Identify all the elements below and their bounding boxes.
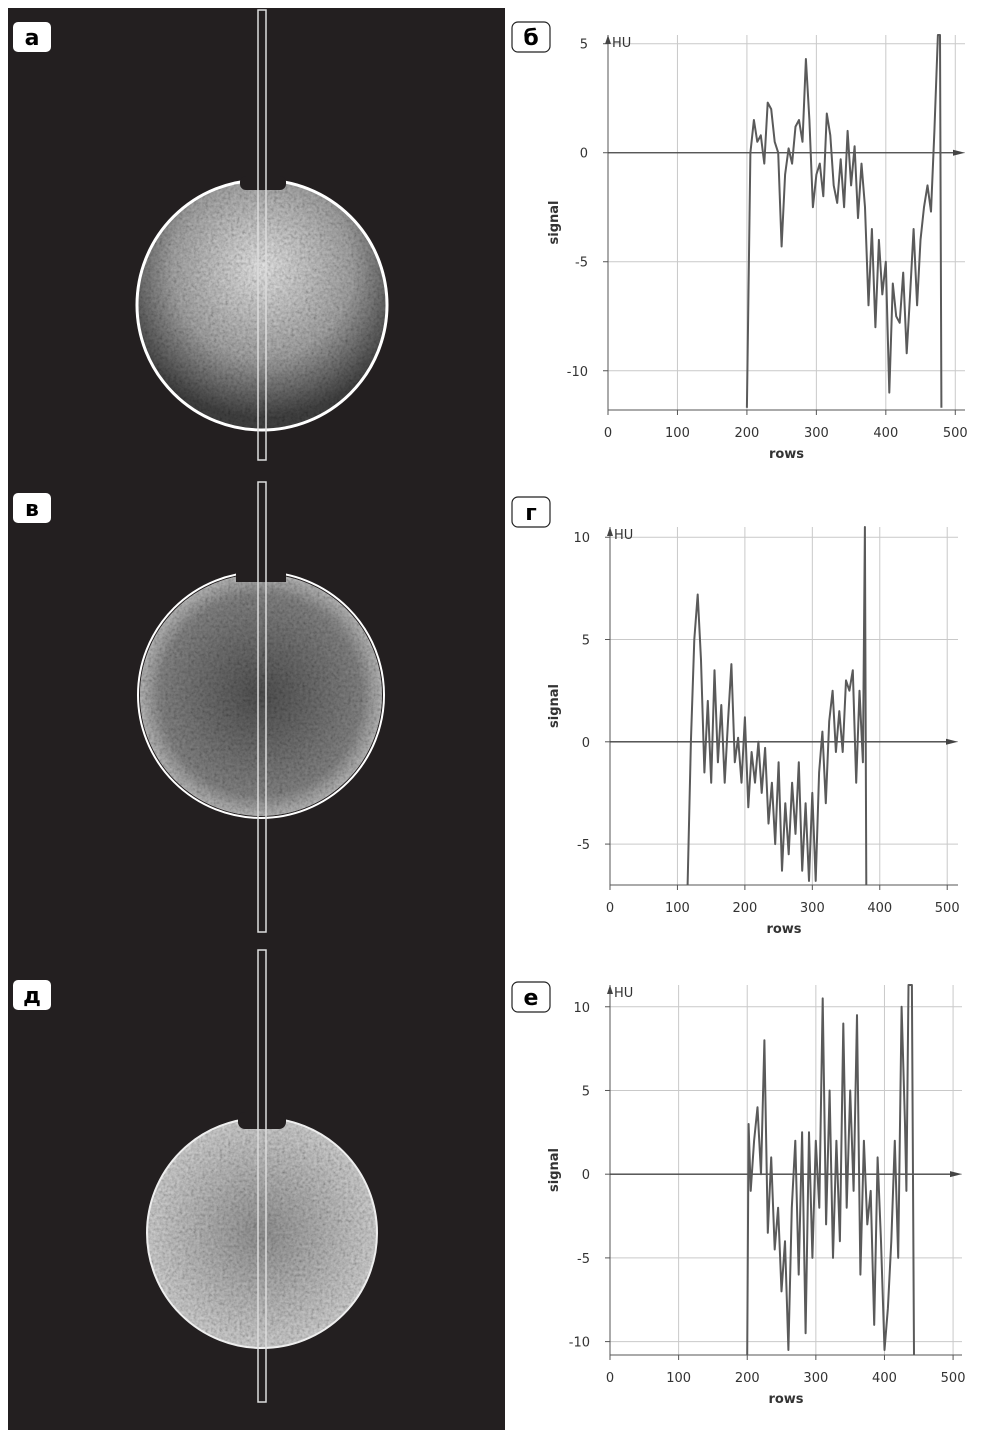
x-tick-label: 100 bbox=[665, 901, 690, 916]
x-tick-label: 400 bbox=[867, 901, 892, 916]
ct-image bbox=[135, 9, 389, 461]
zero-arrow bbox=[950, 1171, 962, 1178]
y-tick-label: -5 bbox=[577, 1252, 590, 1267]
y-axis-arrow bbox=[607, 985, 613, 994]
y-axis-arrow bbox=[607, 527, 613, 536]
x-tick-label: 200 bbox=[735, 1371, 760, 1386]
panel-label-box bbox=[511, 981, 551, 1013]
y-unit: HU bbox=[612, 36, 631, 51]
zero-arrow bbox=[946, 738, 958, 745]
y-unit: HU bbox=[614, 986, 633, 1001]
y-axis-label: signal bbox=[547, 684, 562, 728]
panel-label: в bbox=[25, 497, 39, 522]
y-unit: HU bbox=[614, 528, 633, 543]
x-tick-label: 0 bbox=[606, 901, 614, 916]
x-tick-label: 200 bbox=[732, 901, 757, 916]
x-tick-label: 200 bbox=[734, 426, 759, 441]
x-axis-label: rows bbox=[766, 922, 801, 937]
y-tick-label: 5 bbox=[582, 634, 590, 649]
x-tick-label: 400 bbox=[873, 426, 898, 441]
panel-label-box bbox=[511, 21, 551, 53]
ct-image bbox=[137, 481, 385, 933]
x-tick-label: 300 bbox=[800, 901, 825, 916]
panel-label: г bbox=[525, 501, 537, 526]
y-axis-label: signal bbox=[547, 201, 562, 245]
panel-label-box bbox=[13, 493, 51, 523]
panel-label-box bbox=[13, 980, 51, 1010]
y-tick-label: 10 bbox=[573, 1001, 590, 1016]
data-line bbox=[745, 34, 943, 408]
x-tick-label: 100 bbox=[665, 426, 690, 441]
y-tick-label: 0 bbox=[580, 147, 588, 162]
x-tick-label: 300 bbox=[804, 426, 829, 441]
panel-label-box bbox=[13, 22, 51, 52]
y-tick-label: 5 bbox=[582, 1084, 590, 1099]
x-tick-label: 100 bbox=[666, 1371, 691, 1386]
x-tick-label: 400 bbox=[872, 1371, 897, 1386]
x-tick-label: 500 bbox=[941, 1371, 966, 1386]
y-tick-label: 10 bbox=[573, 531, 590, 546]
panel-label: а bbox=[25, 26, 40, 51]
x-tick-label: 300 bbox=[803, 1371, 828, 1386]
x-axis-label: rows bbox=[769, 447, 804, 462]
x-tick-label: 0 bbox=[604, 426, 612, 441]
data-line bbox=[686, 526, 868, 886]
y-axis-arrow bbox=[605, 35, 611, 44]
panel-label: е bbox=[524, 986, 539, 1011]
panel-label: д bbox=[23, 984, 41, 1009]
y-tick-label: -10 bbox=[569, 1336, 590, 1351]
x-tick-label: 500 bbox=[943, 426, 968, 441]
x-tick-label: 500 bbox=[935, 901, 960, 916]
y-tick-label: -10 bbox=[567, 365, 588, 380]
y-axis-label: signal bbox=[547, 1148, 562, 1192]
y-tick-label: -5 bbox=[577, 838, 590, 853]
ct-image bbox=[146, 949, 378, 1403]
y-tick-label: -5 bbox=[575, 256, 588, 271]
zero-arrow bbox=[953, 149, 965, 156]
x-tick-label: 0 bbox=[606, 1371, 614, 1386]
y-tick-label: 0 bbox=[582, 736, 590, 751]
y-tick-label: 5 bbox=[580, 38, 588, 53]
data-line bbox=[746, 984, 915, 1356]
y-tick-label: 0 bbox=[582, 1168, 590, 1183]
x-axis-label: rows bbox=[768, 1392, 803, 1407]
panel-label-box bbox=[511, 496, 551, 528]
panel-label: б bbox=[523, 26, 538, 51]
